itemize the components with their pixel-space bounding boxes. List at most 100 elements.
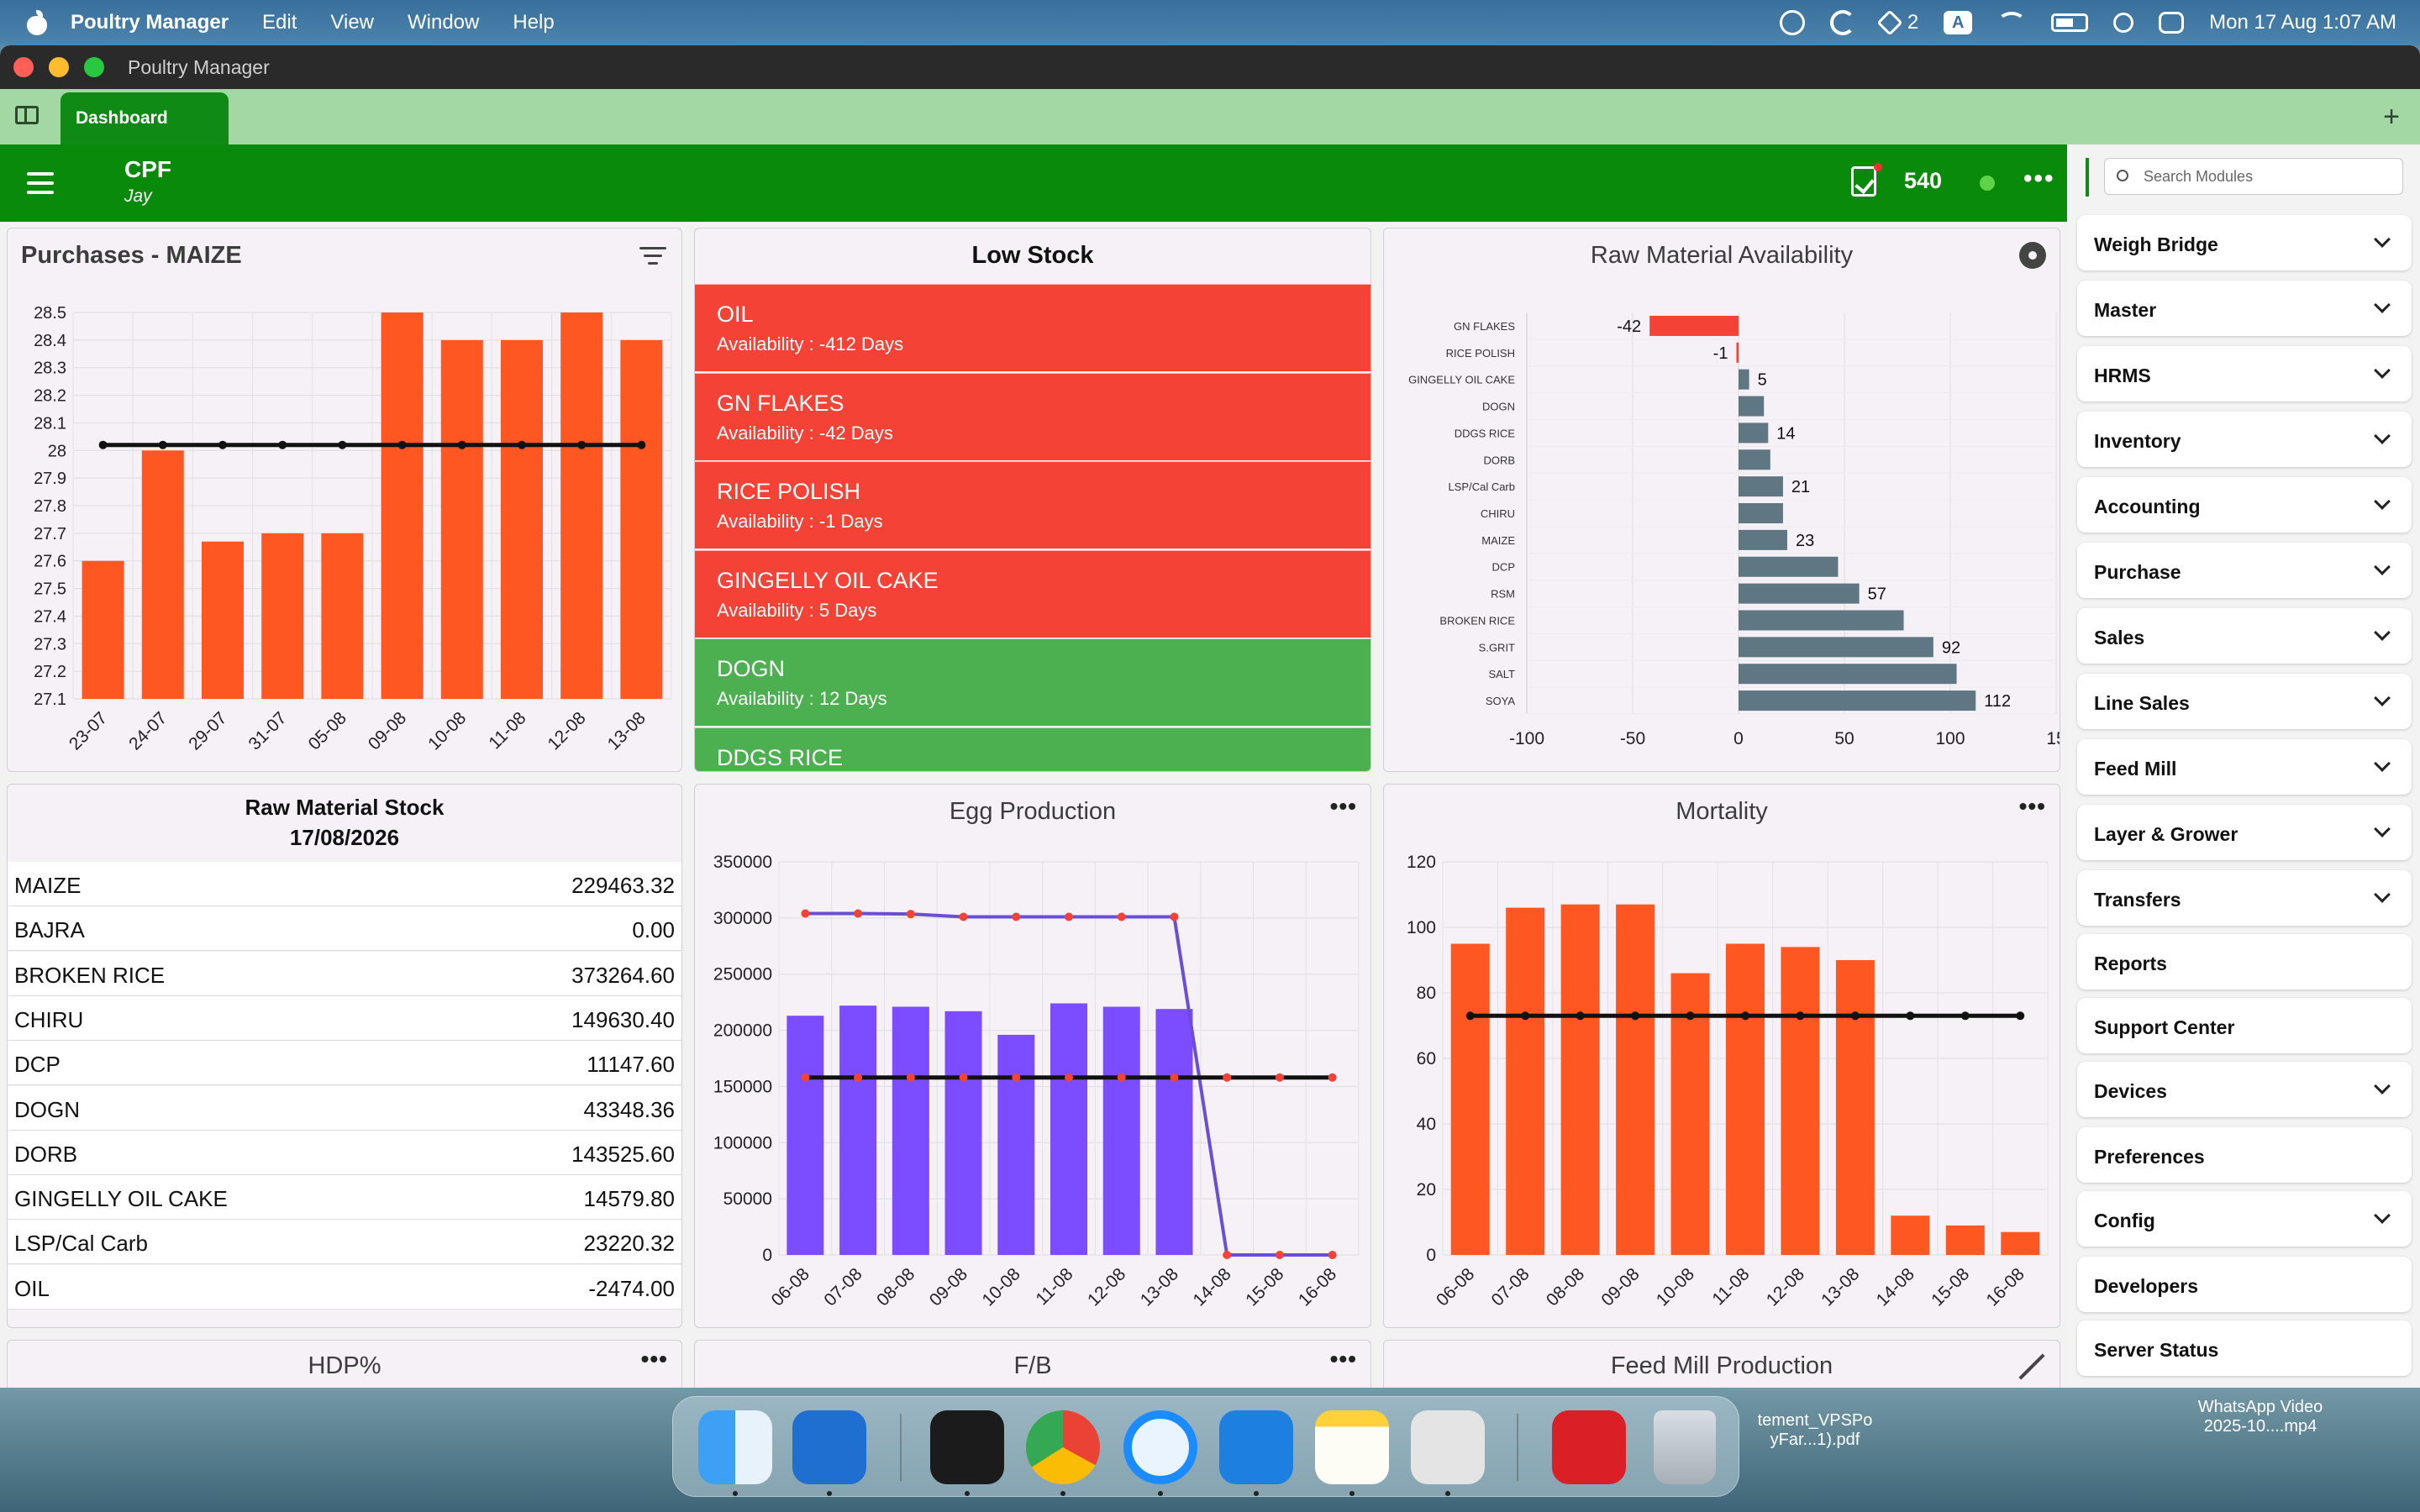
- hamburger-menu-icon[interactable]: [27, 172, 54, 194]
- module-label: Accounting: [2094, 496, 2201, 517]
- module-preferences[interactable]: Preferences: [2077, 1127, 2412, 1183]
- y-tick-label: 28.5: [34, 304, 66, 323]
- cursor-app-icon[interactable]: [930, 1410, 1004, 1484]
- module-hrms[interactable]: HRMS: [2077, 346, 2412, 402]
- mobile-tool-icon[interactable]: [1411, 1410, 1485, 1484]
- menu-edit[interactable]: Edit: [262, 11, 297, 34]
- zoom-window-button[interactable]: [84, 57, 104, 77]
- x-tick-label: 11-08: [1708, 1264, 1753, 1309]
- wifi-icon[interactable]: [1997, 12, 2027, 34]
- stock-item-name: MAIZE: [14, 873, 82, 898]
- module-search[interactable]: [2104, 158, 2403, 195]
- mortality-more-icon[interactable]: •••: [2018, 793, 2046, 819]
- module-inventory[interactable]: Inventory: [2077, 412, 2412, 467]
- macos-menu-bar: Poultry Manager Edit View Window Help 2 …: [0, 0, 2420, 45]
- x-tick-label: 100: [1935, 729, 1965, 748]
- tab-dashboard[interactable]: Dashboard: [60, 92, 229, 144]
- chicken-app-icon[interactable]: [792, 1410, 866, 1484]
- module-config[interactable]: Config: [2077, 1191, 2412, 1247]
- panel-toggle-icon[interactable]: [15, 106, 39, 124]
- control-center-icon[interactable]: [2159, 12, 2185, 34]
- task-count[interactable]: 540: [1904, 168, 1943, 193]
- average-line-point: [1631, 1011, 1640, 1021]
- menu-help[interactable]: Help: [513, 11, 555, 34]
- purchases-title: Purchases - MAIZE: [21, 242, 242, 269]
- module-weigh-bridge[interactable]: Weigh Bridge: [2077, 215, 2412, 270]
- low-stock-item[interactable]: DOGN Availability : 12 Days: [695, 638, 1370, 726]
- module-label: HRMS: [2094, 365, 2151, 386]
- finder-icon[interactable]: [698, 1410, 772, 1484]
- app-window: Poultry Manager Dashboard + CPF Jay 540 …: [0, 45, 2420, 1388]
- chrome-icon[interactable]: [1026, 1410, 1100, 1484]
- creative-cloud-icon[interactable]: [1552, 1410, 1626, 1484]
- chart-bar: [1102, 1006, 1140, 1255]
- module-sales[interactable]: Sales: [2077, 608, 2412, 664]
- chart-bar: [1739, 369, 1749, 390]
- table-row: DOGN 43348.36: [8, 1085, 681, 1131]
- egg-more-icon[interactable]: •••: [1329, 793, 1357, 819]
- low-stock-item[interactable]: RICE POLISH Availability : -1 Days: [695, 461, 1370, 549]
- low-stock-item[interactable]: GN FLAKES Availability : -42 Days: [695, 372, 1370, 460]
- menu-window[interactable]: Window: [408, 11, 480, 34]
- input-source-icon[interactable]: A: [1944, 11, 1973, 34]
- average-line-point: [1465, 1011, 1475, 1021]
- chart-bar: [1891, 1215, 1930, 1255]
- category-label: GINGELLY OIL CAKE: [1408, 374, 1515, 386]
- fb-more-icon[interactable]: •••: [1329, 1346, 1357, 1372]
- module-search-input[interactable]: [2144, 164, 2396, 189]
- battery-icon[interactable]: [2051, 13, 2089, 32]
- trash-icon[interactable]: [1654, 1410, 1716, 1484]
- low-stock-item[interactable]: OIL Availability : -412 Days: [695, 284, 1370, 371]
- apple-icon[interactable]: [25, 10, 49, 35]
- cloud-status-icon[interactable]: [1779, 10, 1805, 35]
- y-tick-label: 28.1: [34, 414, 66, 433]
- sync-icon[interactable]: [1829, 10, 1855, 35]
- spotlight-search-icon[interactable]: [2113, 13, 2134, 33]
- hdp-more-icon[interactable]: •••: [640, 1346, 668, 1372]
- module-server-status[interactable]: Server Status: [2077, 1320, 2412, 1376]
- menu-app-name[interactable]: Poultry Manager: [71, 11, 229, 34]
- minimize-window-button[interactable]: [49, 57, 69, 77]
- average-line-point: [1850, 1011, 1860, 1021]
- filter-icon[interactable]: [639, 247, 666, 267]
- module-developers[interactable]: Developers: [2077, 1257, 2412, 1312]
- package-status[interactable]: 2: [1876, 9, 1918, 36]
- more-options-icon[interactable]: •••: [2023, 165, 2055, 192]
- desktop-file-video[interactable]: WhatsApp Video 2025-10....mp4: [2168, 1398, 2353, 1436]
- add-tab-button[interactable]: +: [2383, 101, 2400, 133]
- gear-icon[interactable]: [2019, 242, 2046, 269]
- y-tick-label: 150000: [713, 1077, 772, 1096]
- menu-view[interactable]: View: [330, 11, 374, 34]
- category-label: CHIRU: [1481, 507, 1515, 520]
- module-accounting[interactable]: Accounting: [2077, 477, 2412, 533]
- module-devices[interactable]: Devices: [2077, 1062, 2412, 1117]
- close-window-button[interactable]: [13, 57, 34, 77]
- y-tick-label: 27.9: [34, 470, 66, 488]
- chevron-down-icon: [2374, 690, 2391, 706]
- low-stock-item[interactable]: GINGELLY OIL CAKE Availability : 5 Days: [695, 549, 1370, 638]
- low-stock-card: Low Stock OIL Availability : -412 Days GN …: [694, 228, 1371, 772]
- low-stock-item[interactable]: DDGS RICE: [695, 727, 1370, 771]
- menu-clock[interactable]: Mon 17 Aug 1:07 AM: [2209, 11, 2396, 34]
- sync-app-icon[interactable]: [1123, 1410, 1197, 1484]
- xcode-icon[interactable]: [1219, 1410, 1293, 1484]
- notes-icon[interactable]: [1315, 1410, 1389, 1484]
- x-tick-label: 09-08: [365, 708, 410, 753]
- desktop-file-pdf[interactable]: tement_VPSPo yFar...1).pdf: [1748, 1411, 1882, 1450]
- module-purchase[interactable]: Purchase: [2077, 543, 2412, 598]
- chart-bar: [1736, 342, 1739, 363]
- module-line-sales[interactable]: Line Sales: [2077, 674, 2412, 729]
- average-line-point: [1223, 1073, 1232, 1082]
- expand-icon[interactable]: [2019, 1354, 2044, 1379]
- module-layer-grower[interactable]: Layer & Grower: [2077, 805, 2412, 860]
- module-support-center[interactable]: Support Center: [2077, 998, 2412, 1053]
- chevron-down-icon: [2374, 755, 2391, 772]
- module-feed-mill[interactable]: Feed Mill: [2077, 739, 2412, 795]
- user-name: Jay: [124, 186, 152, 206]
- module-transfers[interactable]: Transfers: [2077, 870, 2412, 926]
- module-reports[interactable]: Reports: [2077, 934, 2412, 990]
- x-tick-label: 13-08: [1137, 1264, 1182, 1310]
- task-clipboard-icon[interactable]: [1851, 166, 1876, 197]
- module-master[interactable]: Master: [2077, 281, 2412, 336]
- chart-bar: [1616, 904, 1655, 1255]
